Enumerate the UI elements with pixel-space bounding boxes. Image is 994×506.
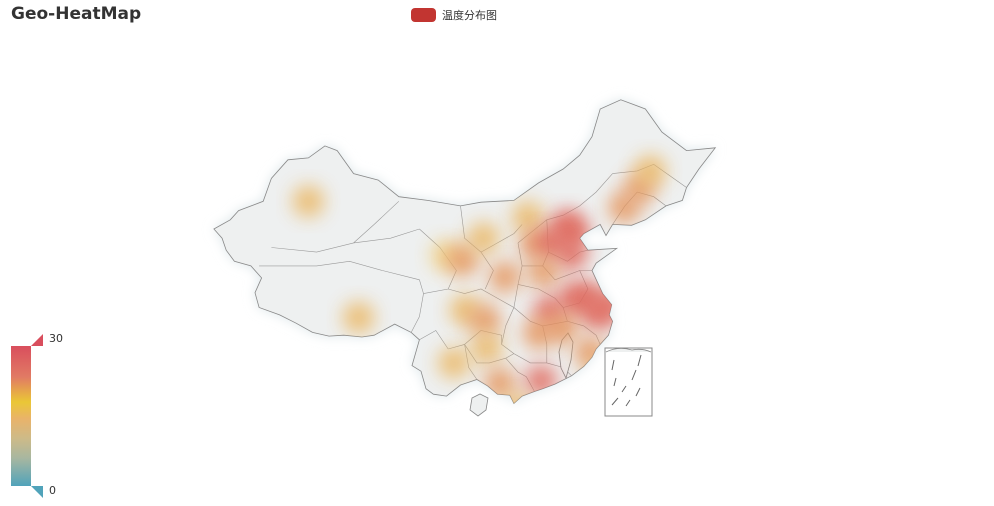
- visual-map-max-handle[interactable]: [31, 334, 43, 346]
- province-border: [419, 330, 449, 350]
- heat-point: [488, 261, 521, 293]
- visual-map-max-label: 30: [49, 332, 63, 345]
- visual-map-min-label: 0: [49, 484, 56, 497]
- province-border: [448, 288, 515, 308]
- visual-map[interactable]: 30 0: [11, 332, 71, 499]
- visual-map-min-handle[interactable]: [31, 486, 43, 498]
- heat-point: [511, 201, 544, 233]
- heat-point: [527, 256, 560, 289]
- heat-point: [581, 297, 614, 330]
- hainan-island[interactable]: [469, 393, 489, 417]
- heat-point: [292, 185, 325, 218]
- visual-map-gradient-bar[interactable]: [11, 346, 31, 486]
- south-sea-inset: [604, 347, 653, 417]
- heat-point: [522, 317, 555, 350]
- heat-point: [634, 154, 667, 187]
- heat-point: [447, 244, 479, 277]
- province-border: [353, 201, 400, 244]
- heat-point: [467, 222, 500, 255]
- legend-item[interactable]: 温度分布图: [411, 7, 497, 23]
- province-border: [259, 260, 424, 333]
- heat-point: [470, 332, 503, 365]
- province-border: [501, 242, 523, 345]
- heat-point: [342, 301, 375, 334]
- heat-point: [546, 312, 579, 345]
- heat-point: [437, 346, 470, 379]
- heat-point: [555, 238, 588, 271]
- heat-point: [525, 364, 557, 397]
- legend-swatch: [411, 8, 436, 22]
- heat-point: [500, 393, 533, 404]
- heat-point: [469, 304, 502, 337]
- heat-point: [574, 336, 607, 369]
- chart-title: Geo-HeatMap: [11, 4, 142, 24]
- legend-label: 温度分布图: [442, 9, 497, 22]
